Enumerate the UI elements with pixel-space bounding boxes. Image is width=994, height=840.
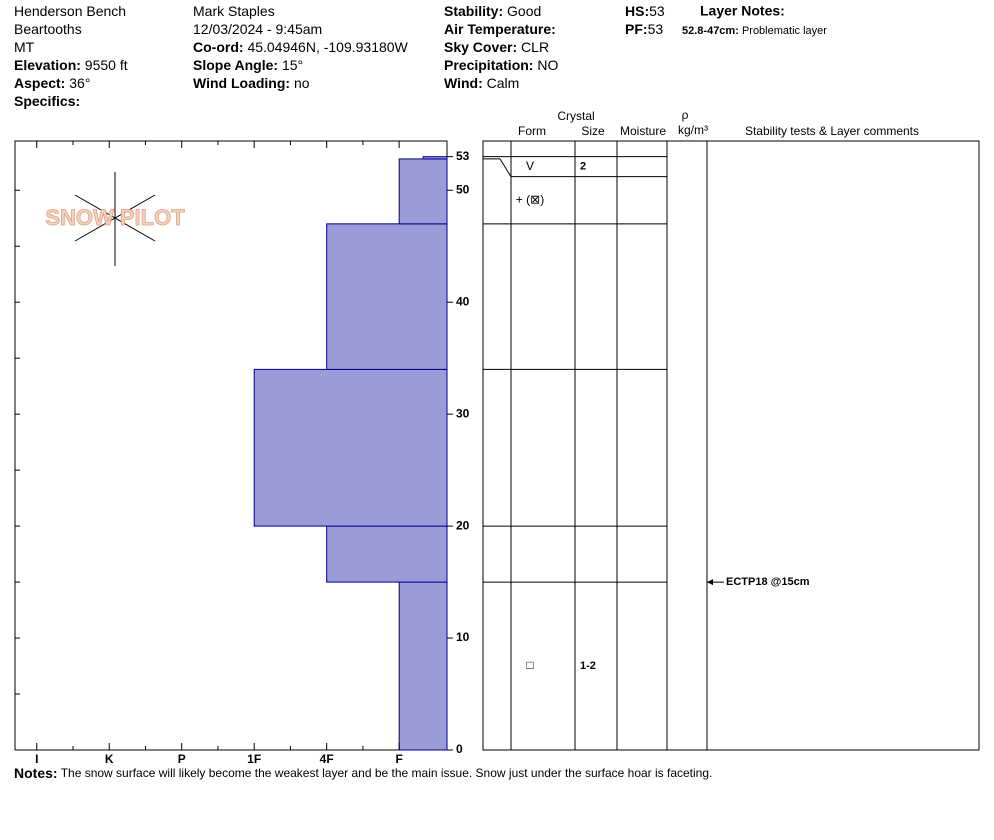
y-tick-label: 53 — [456, 149, 470, 163]
hardness-bar — [326, 223, 448, 370]
header-field: Henderson Bench — [14, 3, 126, 19]
field-label: Aspect: — [14, 75, 65, 91]
notes-text: The snow surface will likely become the … — [61, 766, 713, 780]
header-size: Size — [581, 124, 605, 138]
header-field: Slope Angle: 15° — [193, 57, 303, 73]
layer-note-label: 52.8-47cm: — [682, 25, 739, 37]
field-label: Slope Angle: — [193, 57, 278, 73]
layer-note-text: Problematic layer — [742, 25, 827, 37]
field-label: Elevation: — [14, 57, 81, 73]
header-field: Beartooths — [14, 21, 82, 37]
header-field: Precipitation: NO — [444, 57, 558, 73]
field-value: 9550 ft — [85, 57, 128, 73]
header-field: Air Temperature: — [444, 21, 556, 37]
field-value: 12/03/2024 - 9:45am — [193, 21, 322, 37]
logo — [74, 172, 156, 266]
header-field: Mark Staples — [193, 3, 275, 19]
field-value: CLR — [521, 39, 549, 55]
y-tick-label: 30 — [456, 406, 470, 420]
crystal-size: 2 — [580, 161, 586, 173]
field-value: 53 — [649, 3, 665, 19]
crystal-size: 1-2 — [580, 660, 596, 672]
field-value: Calm — [487, 75, 520, 91]
header-field: Sky Cover: CLR — [444, 39, 549, 55]
field-label: PF: — [625, 21, 648, 37]
field-value: Mark Staples — [193, 3, 275, 19]
notes: Notes: The snow surface will likely beco… — [14, 765, 712, 781]
hardness-bar — [326, 525, 448, 583]
table-frame — [482, 140, 980, 751]
field-value: MT — [14, 39, 35, 55]
crystal-form: V — [526, 159, 534, 173]
header-density: kg/m³ — [678, 123, 708, 137]
y-tick-label: 50 — [456, 182, 470, 196]
field-value: 53 — [648, 21, 664, 37]
x-tick-label: 4F — [320, 752, 334, 766]
layer-note: 52.8-47cm: Problematic layer — [682, 25, 827, 37]
header-comments: Stability tests & Layer comments — [745, 124, 919, 138]
header-field: 12/03/2024 - 9:45am — [193, 21, 322, 37]
field-label: Wind Loading: — [193, 75, 290, 91]
layer-notes-title: Layer Notes: — [700, 3, 785, 19]
field-label: HS: — [625, 3, 649, 19]
field-value: no — [294, 75, 310, 91]
field-value: Beartooths — [14, 21, 82, 37]
comment-text: ECTP18 @15cm — [726, 576, 810, 588]
field-value: Henderson Bench — [14, 3, 126, 19]
field-label: Wind: — [444, 75, 483, 91]
header-field: Co-ord: 45.04946N, -109.93180W — [193, 39, 409, 55]
notes-label: Notes: — [14, 765, 58, 781]
field-value: 15° — [282, 57, 303, 73]
layer-connector — [499, 158, 512, 177]
x-tick-label: 1F — [247, 752, 261, 766]
header-field: Elevation: 9550 ft — [14, 57, 128, 73]
x-tick-label: P — [178, 752, 186, 766]
hardness-bar — [253, 368, 448, 527]
x-tick-label: I — [35, 752, 38, 766]
field-label: Co-ord: — [193, 39, 244, 55]
field-value: 36° — [69, 75, 90, 91]
crystal-form: + (⊠) — [516, 192, 544, 206]
header-field: Aspect: 36° — [14, 75, 90, 91]
header-moisture: Moisture — [620, 124, 666, 138]
header-field: HS:53 — [625, 3, 665, 19]
y-tick-label: 40 — [456, 294, 470, 308]
field-label: Air Temperature: — [444, 21, 556, 37]
field-label: Stability: — [444, 3, 503, 19]
header-field: MT — [14, 39, 35, 55]
y-tick-label: 0 — [456, 742, 463, 756]
table-columns — [510, 141, 708, 750]
hardness-bar — [398, 581, 448, 751]
x-tick-label: F — [395, 752, 402, 766]
field-label: Sky Cover: — [444, 39, 517, 55]
y-tick-label: 10 — [456, 630, 470, 644]
field-label: Precipitation: — [444, 57, 533, 73]
header-rho: ρ — [682, 108, 689, 122]
field-value: Good — [507, 3, 541, 19]
header-field: Specifics: — [14, 93, 80, 109]
crystal-form: □ — [526, 658, 533, 672]
header-field: Wind Loading: no — [193, 75, 310, 91]
field-label: Specifics: — [14, 93, 80, 109]
header-field: PF:53 — [625, 21, 663, 37]
hardness-bar — [422, 156, 448, 160]
header-field: Wind: Calm — [444, 75, 519, 91]
logo-text: SNOW PILOT — [45, 205, 185, 230]
header-form: Form — [518, 124, 546, 138]
x-tick-label: K — [105, 752, 114, 766]
header-crystal: Crystal — [557, 109, 594, 123]
arrow-head — [707, 579, 713, 586]
hardness-bar — [398, 158, 448, 225]
field-value: NO — [537, 57, 558, 73]
header-field: Stability: Good — [444, 3, 541, 19]
field-value: 45.04946N, -109.93180W — [247, 39, 408, 55]
y-tick-label: 20 — [456, 518, 470, 532]
